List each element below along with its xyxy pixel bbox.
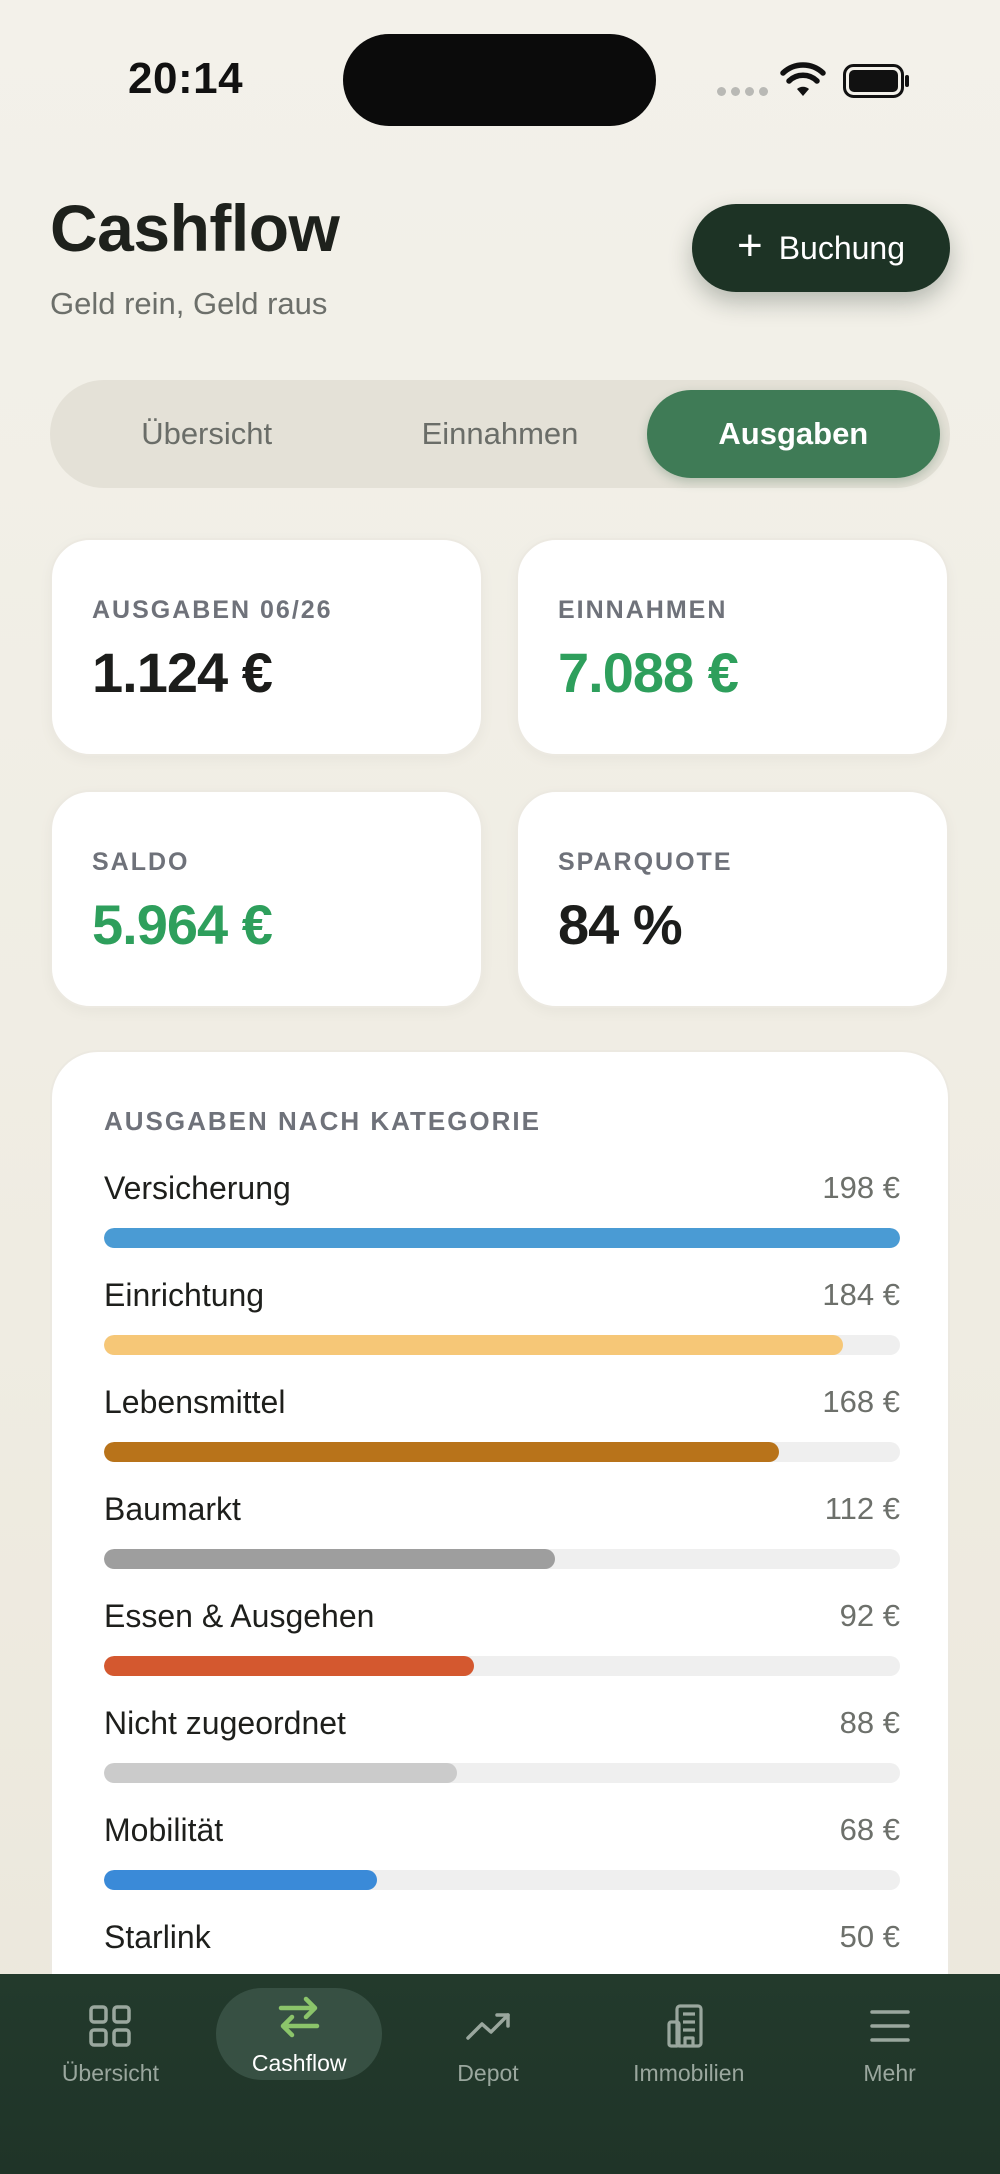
nav-label: Übersicht: [61, 2059, 159, 2086]
nav-item-cashflow[interactable]: Cashflow: [216, 1988, 383, 2080]
category-name: Lebensmittel: [104, 1384, 286, 1420]
category-name: Starlink: [104, 1919, 211, 1955]
stat-card-saldo: SALDO 5.964 €: [50, 790, 483, 1008]
tab-ausgaben[interactable]: Ausgaben: [646, 390, 940, 478]
stat-value: 5.964 €: [92, 893, 273, 956]
category-name: Nicht zugeordnet: [104, 1705, 346, 1741]
category-row[interactable]: Versicherung 198 €: [104, 1170, 900, 1277]
category-name: Mobilität: [104, 1812, 224, 1848]
stat-value: 7.088 €: [558, 641, 739, 704]
category-amount: 112 €: [824, 1491, 900, 1526]
category-name: Einrichtung: [104, 1277, 265, 1313]
category-name: Baumarkt: [104, 1491, 241, 1527]
category-bar-fill: [104, 1228, 900, 1248]
tab-uebersicht[interactable]: Übersicht: [141, 416, 273, 451]
building-icon: [667, 2003, 703, 2048]
category-bar-fill: [104, 1442, 779, 1462]
category-bar-fill: [104, 1335, 843, 1355]
category-bar-track: [104, 1335, 900, 1355]
category-bar-track: [104, 1870, 900, 1890]
stat-value: 1.124 €: [92, 641, 273, 704]
nav-item-uebersicht[interactable]: Übersicht: [15, 1984, 205, 2104]
category-bar-fill: [104, 1763, 457, 1783]
stat-card-sparquote: SPARQUOTE 84 %: [516, 790, 949, 1008]
tab-einnahmen[interactable]: Einnahmen: [421, 416, 579, 451]
stat-card-einnahmen: EINNAHMEN 7.088 €: [516, 538, 949, 756]
category-row[interactable]: Lebensmittel 168 €: [104, 1384, 900, 1491]
menu-icon: [869, 2009, 910, 2042]
plus-icon: +: [736, 221, 763, 270]
category-amount: 168 €: [822, 1384, 900, 1419]
category-bar-track: [104, 1763, 900, 1783]
wifi-icon: [780, 62, 826, 96]
stat-label: EINNAHMEN: [558, 596, 728, 624]
stat-label: SPARQUOTE: [558, 848, 733, 876]
stat-card-ausgaben: AUSGABEN 06/26 1.124 €: [50, 538, 483, 756]
category-bar-track: [104, 1442, 900, 1462]
status-bar: 20:14: [0, 0, 1000, 160]
status-time: 20:14: [128, 54, 244, 103]
panel-title: AUSGABEN NACH KATEGORIE: [104, 1106, 541, 1136]
category-amount: 92 €: [839, 1598, 900, 1633]
stat-label: AUSGABEN 06/26: [92, 596, 333, 624]
grid-icon: [89, 2004, 132, 2047]
category-bar-track: [104, 1228, 900, 1248]
category-row[interactable]: Nicht zugeordnet 88 €: [104, 1705, 900, 1812]
add-booking-label: Buchung: [778, 229, 906, 266]
category-row[interactable]: Baumarkt 112 €: [104, 1491, 900, 1598]
battery-icon: [843, 64, 909, 98]
cellular-signal-icon: [717, 87, 768, 96]
category-amount: 68 €: [839, 1812, 900, 1847]
category-row[interactable]: Mobilität 68 €: [104, 1812, 900, 1919]
category-bar-track: [104, 1656, 900, 1676]
stat-label: SALDO: [92, 848, 190, 876]
arrows-swap-icon: [278, 1996, 320, 2037]
category-amount: 198 €: [822, 1170, 900, 1205]
nav-label: Mehr: [863, 2059, 916, 2086]
category-bar-track: [104, 1549, 900, 1569]
category-bar-fill: [104, 1656, 474, 1676]
segmented-tabs: Übersicht Einnahmen Ausgaben: [50, 380, 950, 488]
page-title: Cashflow: [50, 191, 340, 265]
trend-up-icon: [466, 2012, 510, 2040]
category-amount: 184 €: [822, 1277, 900, 1312]
category-bar-fill: [104, 1549, 555, 1569]
category-row[interactable]: Essen & Ausgehen 92 €: [104, 1598, 900, 1705]
category-name: Essen & Ausgehen: [104, 1598, 375, 1634]
category-name: Versicherung: [104, 1170, 291, 1206]
bottom-nav: Übersicht Cashflow Depot Immobilien Mehr: [0, 1974, 1000, 2174]
nav-label: Immobilien: [633, 2059, 745, 2086]
nav-label: Cashflow: [251, 2049, 347, 2076]
stat-value: 84 %: [558, 893, 683, 956]
dynamic-island: [343, 34, 656, 126]
nav-label: Depot: [457, 2059, 519, 2086]
nav-item-mehr[interactable]: Mehr: [795, 1984, 985, 2104]
category-amount: 50 €: [839, 1919, 900, 1954]
category-amount: 88 €: [839, 1705, 900, 1740]
category-row[interactable]: Einrichtung 184 €: [104, 1277, 900, 1384]
add-booking-button[interactable]: + Buchung: [692, 204, 950, 292]
category-bar-fill: [104, 1870, 377, 1890]
nav-item-immobilien[interactable]: Immobilien: [594, 1984, 784, 2104]
page-subtitle: Geld rein, Geld raus: [50, 286, 328, 321]
nav-item-depot[interactable]: Depot: [393, 1984, 583, 2104]
